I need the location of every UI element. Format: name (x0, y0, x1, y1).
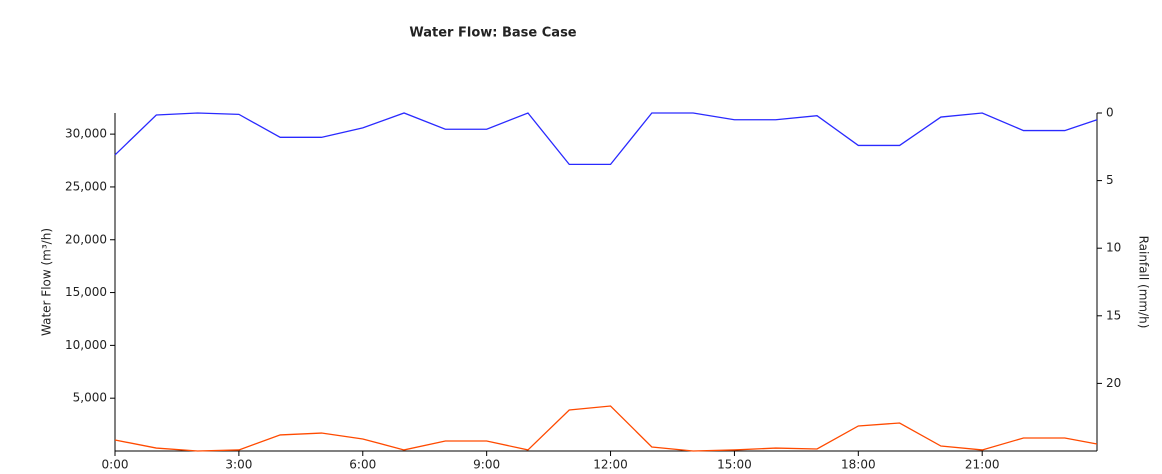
y2-tick-label: 5 (1106, 173, 1114, 187)
y2-tick-label: 0 (1106, 106, 1114, 120)
x-tick-label: 18:00 (841, 458, 876, 472)
y2-tick-label: 15 (1106, 308, 1121, 322)
y2-tick-label: 10 (1106, 241, 1121, 255)
y-tick-label: 20,000 (65, 232, 107, 246)
y-axis-label: Water Flow (m³/h) (40, 228, 54, 336)
x-tick-label: 21:00 (965, 458, 1000, 472)
y2-axis-label: Rainfall (mm/h) (1137, 236, 1151, 329)
x-tick-label: 12:00 (593, 458, 628, 472)
y-tick-label: 25,000 (65, 179, 107, 193)
data-line (114, 405, 1098, 452)
x-tick-label: 3:00 (225, 458, 252, 472)
x-tick-label: 0:00 (102, 458, 129, 472)
y-tick-label: 15,000 (65, 285, 107, 299)
y2-tick-label: 20 (1106, 376, 1121, 390)
x-tick-label: 9:00 (473, 458, 500, 472)
x-tick-label: 15:00 (717, 458, 752, 472)
y-tick-label: 30,000 (65, 127, 107, 141)
x-tick-label: 6:00 (349, 458, 376, 472)
y-tick-label: 10,000 (65, 338, 107, 352)
chart-title: Water Flow: Base Case (409, 26, 576, 41)
data-line (114, 112, 1098, 166)
y-tick-label: 5,000 (73, 391, 107, 405)
